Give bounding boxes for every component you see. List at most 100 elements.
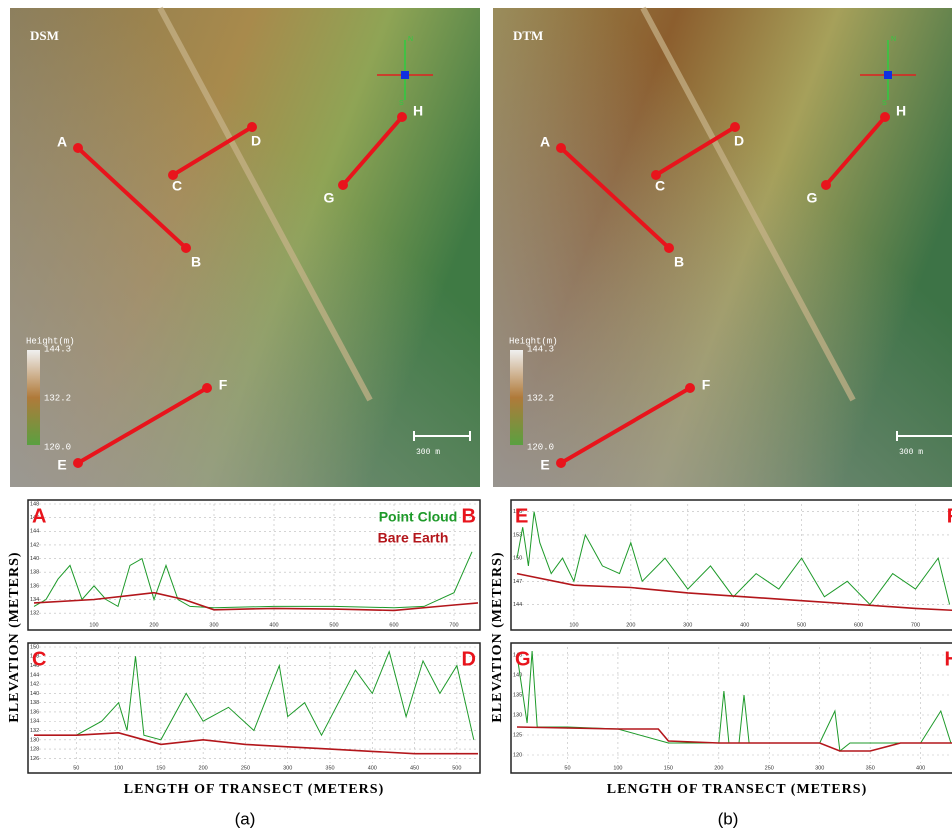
y-tick-label: 136 xyxy=(30,583,39,589)
point-label: B xyxy=(674,254,684,270)
profile-start: C xyxy=(32,648,46,670)
profile-end: B xyxy=(462,505,476,527)
scale-label: 300 m xyxy=(416,448,440,457)
transect-end xyxy=(556,143,566,153)
transect-end xyxy=(397,112,407,122)
compass-label: N xyxy=(891,36,896,43)
transect-end xyxy=(821,180,831,190)
transect-end xyxy=(556,458,566,468)
x-tick-label: 350 xyxy=(866,765,875,771)
x-tick-label: 450 xyxy=(410,765,419,771)
y-tick-label: 128 xyxy=(30,747,39,753)
transect-end xyxy=(247,122,257,132)
x-tick-label: 500 xyxy=(797,622,806,628)
y-tick-label: 125 xyxy=(513,732,522,738)
x-tick-label: 100 xyxy=(569,622,578,628)
y-tick-label: 132 xyxy=(30,611,39,617)
legend-tick: 144.3 xyxy=(527,344,554,354)
y-axis-label: ELEVATION (METERS) xyxy=(490,551,505,722)
y-tick-label: 138 xyxy=(30,570,39,576)
caption: (b) xyxy=(718,809,739,828)
x-tick-label: 300 xyxy=(815,765,824,771)
transect-end xyxy=(202,383,212,393)
profile: 1201251301351401455010015020025030035040… xyxy=(511,643,952,773)
x-tick-label: 100 xyxy=(114,765,123,771)
point-label: G xyxy=(807,190,818,206)
x-tick-label: 100 xyxy=(89,622,98,628)
transect-end xyxy=(730,122,740,132)
scale-label: 300 m xyxy=(899,448,923,457)
x-axis-label: LENGTH OF TRANSECT (METERS) xyxy=(124,782,385,797)
x-tick-label: 400 xyxy=(740,622,749,628)
point-label: A xyxy=(540,134,550,150)
y-tick-label: 144 xyxy=(30,529,39,535)
x-tick-label: 150 xyxy=(156,765,165,771)
profile: 1321341361381401421441461481002003004005… xyxy=(28,500,480,630)
point-label: D xyxy=(734,133,744,149)
y-tick-label: 138 xyxy=(30,700,39,706)
y-tick-label: 135 xyxy=(513,692,522,698)
x-tick-label: 600 xyxy=(854,622,863,628)
profile-end: D xyxy=(462,648,476,670)
point-label: C xyxy=(172,178,182,194)
point-label: D xyxy=(251,133,261,149)
y-tick-label: 130 xyxy=(513,712,522,718)
legend-bar xyxy=(27,350,40,445)
point-label: A xyxy=(57,134,67,150)
map-shade xyxy=(10,8,480,487)
legend-tick: 144.3 xyxy=(44,344,71,354)
x-tick-label: 100 xyxy=(613,765,622,771)
x-tick-label: 250 xyxy=(765,765,774,771)
page: DSMNSABCDEFGHHeight(m)144.3132.2120.0300… xyxy=(0,0,952,831)
compass-label: S xyxy=(399,100,404,107)
y-tick-label: 140 xyxy=(30,691,39,697)
y-axis-label: ELEVATION (METERS) xyxy=(7,551,22,722)
legend-tick: 120.0 xyxy=(527,442,554,452)
y-tick-label: 144 xyxy=(30,672,39,678)
point-label: H xyxy=(413,103,423,119)
x-axis-label: LENGTH OF TRANSECT (METERS) xyxy=(607,782,868,797)
transect-end xyxy=(880,112,890,122)
y-tick-label: 144 xyxy=(513,602,522,608)
y-tick-label: 136 xyxy=(30,709,39,715)
compass-label: N xyxy=(408,36,413,43)
x-tick-label: 250 xyxy=(241,765,250,771)
y-tick-label: 142 xyxy=(30,542,39,548)
transect-end xyxy=(338,180,348,190)
x-tick-label: 500 xyxy=(329,622,338,628)
x-tick-label: 400 xyxy=(269,622,278,628)
figure: DSMNSABCDEFGHHeight(m)144.3132.2120.0300… xyxy=(0,0,952,831)
map-title: DTM xyxy=(513,28,543,43)
x-tick-label: 300 xyxy=(683,622,692,628)
y-tick-label: 140 xyxy=(30,556,39,562)
profile: 1261281301321341361381401421441461481505… xyxy=(28,643,480,773)
x-tick-label: 150 xyxy=(664,765,673,771)
legend-tick: 120.0 xyxy=(44,442,71,452)
point-label: F xyxy=(702,377,711,393)
x-tick-label: 50 xyxy=(73,765,79,771)
compass-center xyxy=(401,71,409,79)
point-label: G xyxy=(324,190,335,206)
transect-end xyxy=(73,143,83,153)
legend-entry: Bare Earth xyxy=(378,530,449,546)
x-tick-label: 200 xyxy=(149,622,158,628)
point-label: F xyxy=(219,377,228,393)
y-tick-label: 126 xyxy=(30,756,39,762)
map-shade xyxy=(493,8,952,487)
profile-end: F xyxy=(947,505,952,527)
point-label: B xyxy=(191,254,201,270)
transect-end xyxy=(181,243,191,253)
point-label: C xyxy=(655,178,665,194)
x-tick-label: 500 xyxy=(452,765,461,771)
profile-start: G xyxy=(515,648,531,670)
transect-end xyxy=(664,243,674,253)
transect-end xyxy=(685,383,695,393)
profile-end: H xyxy=(945,648,952,670)
point-label: E xyxy=(540,457,549,473)
y-tick-label: 120 xyxy=(513,752,522,758)
y-tick-label: 147 xyxy=(513,579,522,585)
y-tick-label: 132 xyxy=(30,728,39,734)
x-tick-label: 300 xyxy=(283,765,292,771)
point-label: E xyxy=(57,457,66,473)
x-tick-label: 600 xyxy=(389,622,398,628)
